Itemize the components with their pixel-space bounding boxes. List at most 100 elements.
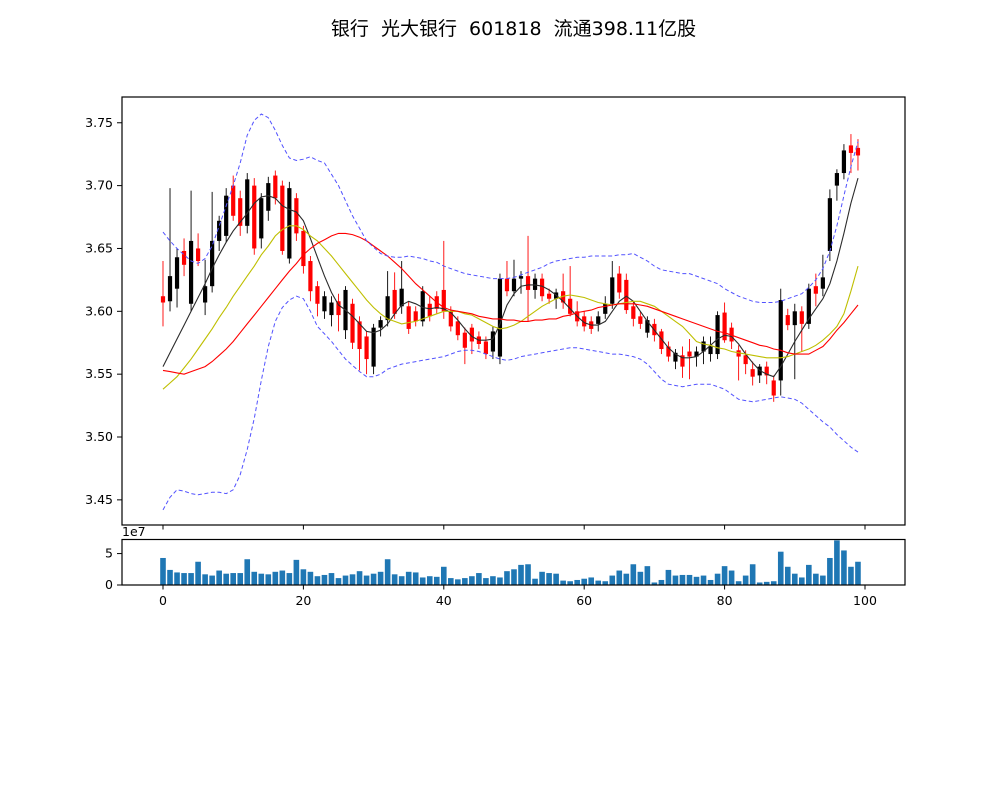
candle-91 xyxy=(799,311,804,324)
volume-bar-22 xyxy=(314,576,321,585)
candle-16 xyxy=(273,175,278,199)
candle-53 xyxy=(532,278,538,290)
volume-bar-58 xyxy=(567,581,573,585)
candle-95 xyxy=(827,198,832,251)
volume-bar-56 xyxy=(553,573,559,585)
candle-96 xyxy=(834,173,840,186)
candle-71 xyxy=(659,331,664,350)
axes: 3.45 3.50 3.55 3.60 3.65 3.70 3.75 0 5 0 20 40 60 80 1… xyxy=(85,96,906,608)
volume-bar-97 xyxy=(841,550,847,585)
candle-72 xyxy=(666,346,671,357)
volume-bar-77 xyxy=(700,575,707,585)
candle-46 xyxy=(483,341,489,355)
candle-85 xyxy=(757,366,762,376)
volume-bar-48 xyxy=(497,577,503,585)
volume-bar-53 xyxy=(532,578,538,585)
volume-bar-36 xyxy=(412,572,419,585)
volume-bar-92 xyxy=(806,564,812,585)
volume-bar-67 xyxy=(630,564,637,585)
volume-bar-64 xyxy=(609,575,616,585)
volume-bar-17 xyxy=(279,570,286,585)
volume-bar-65 xyxy=(616,570,623,585)
candle-1 xyxy=(167,276,173,302)
main-ytick-label: 3.60 xyxy=(85,303,113,318)
volume-ytick-label: 0 xyxy=(105,577,113,592)
ma-mid-line xyxy=(162,225,859,390)
volume-bar-55 xyxy=(546,573,552,585)
volume-bar-24 xyxy=(328,573,335,585)
volume-bar-42 xyxy=(455,579,461,585)
candle-90 xyxy=(792,311,797,326)
candle-94 xyxy=(820,277,825,289)
volume-bar-4 xyxy=(188,573,194,585)
volume-bar-91 xyxy=(799,577,805,585)
candle-60 xyxy=(582,316,587,327)
volume-bar-75 xyxy=(686,574,693,585)
volume-xtick-label: 100 xyxy=(853,593,877,608)
candle-44 xyxy=(469,327,474,342)
candle-51 xyxy=(518,276,524,279)
volume-bar-35 xyxy=(405,571,412,585)
candle-6 xyxy=(203,286,208,303)
candle-12 xyxy=(245,179,250,226)
volume-bar-1 xyxy=(167,569,173,585)
candle-47 xyxy=(490,331,496,352)
candle-68 xyxy=(638,316,643,324)
volume-bar-99 xyxy=(855,561,861,585)
candle-11 xyxy=(238,198,243,226)
candle-76 xyxy=(694,351,699,357)
candle-48 xyxy=(497,278,503,357)
volume-bar-23 xyxy=(321,574,328,585)
candle-73 xyxy=(673,352,678,362)
candle-14 xyxy=(259,198,264,239)
candle-41 xyxy=(448,311,453,327)
volume-bar-45 xyxy=(476,573,482,585)
candle-74 xyxy=(680,355,685,367)
volume-bar-88 xyxy=(777,551,784,585)
candle-33 xyxy=(392,289,397,314)
volume-bar-29 xyxy=(363,575,370,585)
volume-bar-37 xyxy=(419,577,426,585)
volume-bar-69 xyxy=(644,566,651,585)
candle-28 xyxy=(357,321,362,350)
candle-93 xyxy=(813,286,818,294)
volume-bar-11 xyxy=(237,573,244,585)
candle-87 xyxy=(771,380,776,396)
candle-18 xyxy=(287,188,292,259)
candle-57 xyxy=(561,291,566,303)
candle-38 xyxy=(427,303,432,317)
volume-scale-label: 1e7 xyxy=(122,524,146,539)
volume-bar-80 xyxy=(721,566,728,585)
volume-bar-44 xyxy=(469,576,475,585)
volume-bar-43 xyxy=(462,578,468,585)
candle-80 xyxy=(722,312,727,341)
volume-bar-70 xyxy=(651,582,658,585)
volume-bar-93 xyxy=(813,573,819,585)
candle-30 xyxy=(371,327,376,367)
main-ytick-label: 3.55 xyxy=(85,366,113,381)
volume-bar-62 xyxy=(595,580,602,585)
volume-bar-68 xyxy=(637,571,644,585)
volume-bar-39 xyxy=(433,576,440,585)
main-ytick-label: 3.50 xyxy=(85,429,113,444)
volume-bar-82 xyxy=(735,581,742,585)
candle-78 xyxy=(708,346,713,355)
volume-bar-47 xyxy=(490,576,496,585)
candle-35 xyxy=(406,306,411,329)
bollinger-lower-line xyxy=(162,295,859,511)
candle-29 xyxy=(364,336,369,360)
candle-55 xyxy=(546,293,552,299)
volume-bar-8 xyxy=(216,570,222,585)
volume-bar-59 xyxy=(574,579,580,585)
candle-82 xyxy=(736,350,741,357)
candle-19 xyxy=(294,198,299,234)
candle-86 xyxy=(764,366,769,376)
main-ytick-label: 3.65 xyxy=(85,240,113,255)
volume-bar-31 xyxy=(377,571,384,585)
volume-bar-7 xyxy=(209,575,215,585)
volume-bar-13 xyxy=(251,571,258,585)
candle-83 xyxy=(743,355,748,365)
candle-77 xyxy=(701,341,706,352)
volume-bar-0 xyxy=(160,557,166,585)
